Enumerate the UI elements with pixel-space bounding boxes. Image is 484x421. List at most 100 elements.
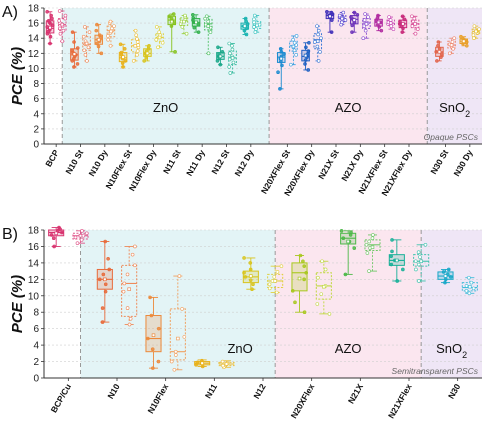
box-mean (376, 20, 381, 25)
data-point (49, 233, 54, 237)
data-point (95, 41, 99, 46)
region-label-azo: AZO (335, 100, 362, 115)
box-n21x-st-solid (325, 9, 335, 34)
data-point (103, 239, 108, 244)
box-mean (72, 52, 77, 56)
y-tick-label: 14 (28, 34, 40, 45)
data-point (364, 243, 369, 247)
data-point (108, 43, 113, 48)
data-point (282, 52, 286, 56)
box-n10-dashed (121, 244, 138, 327)
data-point (191, 13, 195, 17)
data-point (294, 53, 298, 57)
box-mean (419, 259, 423, 263)
data-point (227, 57, 232, 62)
data-point (191, 16, 196, 20)
x-tick-label: N30 (446, 382, 463, 401)
data-point (46, 19, 51, 23)
data-point (121, 289, 126, 294)
data-point (341, 10, 346, 15)
data-point (228, 71, 233, 75)
data-point (390, 249, 394, 254)
x-tick-label: N10 St (63, 148, 85, 176)
data-point (306, 49, 311, 53)
data-point (298, 253, 303, 258)
data-point (45, 25, 50, 29)
box-mean (103, 277, 107, 282)
panel-a: ZnO AZO SnO2 0 2 4 6 8 10 12 14 16 18 BCP N10 St N10 Dy… (2, 4, 482, 198)
y-tick-label: 4 (33, 109, 39, 120)
data-point (244, 32, 249, 37)
data-point (464, 43, 469, 48)
box-mean (78, 234, 83, 238)
data-point (167, 14, 172, 19)
y-tick-label: 14 (28, 258, 40, 269)
panel-note: Opaque PSCs (424, 132, 479, 142)
data-point (154, 25, 159, 29)
data-point (216, 45, 220, 50)
data-point (464, 284, 469, 288)
data-point (81, 233, 86, 238)
data-point (243, 16, 248, 21)
data-point (280, 63, 284, 68)
box-n11-st-solid (167, 12, 177, 54)
box-mean (346, 239, 350, 244)
data-point (75, 62, 80, 66)
data-point (107, 267, 112, 272)
y-tick-label: 12 (28, 275, 40, 286)
data-point (248, 261, 253, 265)
box-mean (176, 336, 180, 341)
box-n20xflex-solid (290, 253, 309, 315)
data-point (350, 30, 354, 34)
data-point (306, 68, 311, 72)
data-point (180, 25, 185, 29)
data-point (410, 24, 415, 28)
data-point (267, 282, 272, 287)
box-n10flex-dy-dashed (154, 25, 165, 50)
data-point (250, 287, 254, 292)
data-point (366, 15, 370, 19)
data-point (278, 46, 283, 51)
box-mean (182, 19, 186, 24)
box-n10flex-dy-solid (142, 43, 152, 63)
data-point (100, 306, 105, 310)
data-point (49, 13, 53, 18)
data-point (130, 252, 135, 257)
box-n21xflex-dy-dashed (410, 14, 420, 36)
data-point (146, 336, 150, 341)
data-point (391, 27, 396, 31)
data-point (221, 363, 225, 368)
data-point (48, 41, 52, 46)
data-point (248, 267, 253, 272)
box-mean (279, 56, 284, 61)
data-point (135, 49, 140, 53)
box-mean (84, 41, 89, 46)
data-point (315, 24, 319, 28)
box-n30-solid (437, 267, 454, 285)
data-point (436, 40, 441, 44)
data-point (154, 37, 159, 42)
data-point (80, 229, 84, 233)
data-point (82, 48, 87, 53)
data-point (355, 13, 360, 17)
x-tick-label: N11 (203, 382, 219, 400)
box-iqr (106, 25, 116, 38)
data-point (200, 364, 205, 369)
box-n20xflex-dy-solid (301, 40, 311, 72)
data-point (128, 316, 133, 321)
data-point (254, 27, 258, 31)
box-n10flex-st-dashed (130, 28, 141, 63)
box-iqr (203, 18, 213, 31)
y-tick-label: 6 (33, 94, 39, 105)
data-point (177, 274, 182, 278)
box-mean (249, 274, 253, 278)
data-point (467, 291, 472, 296)
y-axis-label: PCE (%) (9, 47, 26, 105)
data-point (329, 10, 334, 15)
box-iqr (471, 28, 481, 35)
x-tick-label: N21XFlex (386, 382, 414, 420)
data-point (180, 307, 184, 311)
data-point (301, 259, 305, 264)
box-n30-st-dashed (447, 36, 457, 56)
y-axis-label: PCE (%) (9, 275, 26, 333)
